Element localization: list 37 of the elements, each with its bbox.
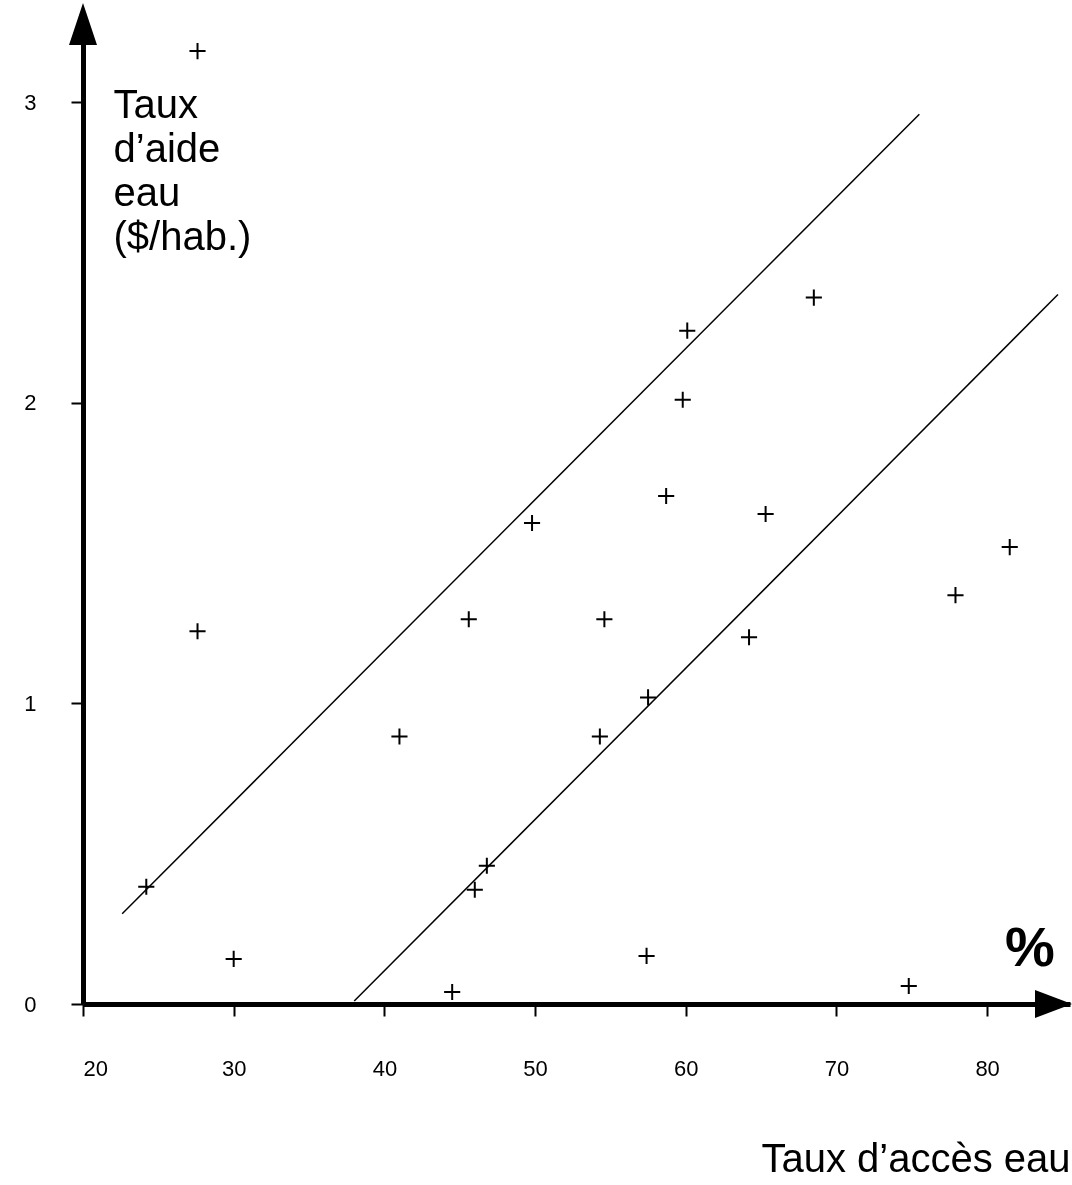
point xyxy=(590,727,609,746)
point xyxy=(657,486,676,506)
annotation: % xyxy=(1005,915,1055,978)
x-tick-label: 30 xyxy=(221,1055,247,1081)
point xyxy=(390,727,409,746)
point xyxy=(188,42,207,61)
point xyxy=(465,880,484,899)
y-axis-title: Taux d’aide eau ($/hab.) xyxy=(113,81,252,258)
point xyxy=(224,949,243,968)
x-axis-title: Taux d’accès eau xyxy=(761,1135,1071,1180)
point xyxy=(946,586,965,605)
point xyxy=(137,877,156,896)
point xyxy=(1000,538,1019,557)
y-tick-label: 1 xyxy=(24,690,37,716)
point xyxy=(443,982,462,1002)
x-tick-label: 80 xyxy=(975,1055,1000,1081)
point xyxy=(522,513,542,533)
y-tick-label: 0 xyxy=(24,991,37,1017)
x-tick-label: 70 xyxy=(824,1055,850,1081)
point xyxy=(756,504,775,524)
point xyxy=(673,390,692,409)
y-tick-label: 2 xyxy=(24,390,37,416)
point xyxy=(459,610,478,629)
point xyxy=(678,321,697,340)
point xyxy=(899,976,918,996)
point xyxy=(477,856,496,875)
point xyxy=(595,610,614,629)
point xyxy=(804,288,823,307)
y-tick-label: 3 xyxy=(24,89,37,115)
point xyxy=(739,628,759,647)
x-tick-label: 20 xyxy=(83,1055,108,1081)
point xyxy=(637,946,656,965)
x-tick-label: 60 xyxy=(674,1055,699,1081)
x-tick-label: 40 xyxy=(372,1055,398,1081)
point xyxy=(188,622,207,641)
point xyxy=(639,688,658,707)
x-tick-label: 50 xyxy=(523,1055,548,1081)
